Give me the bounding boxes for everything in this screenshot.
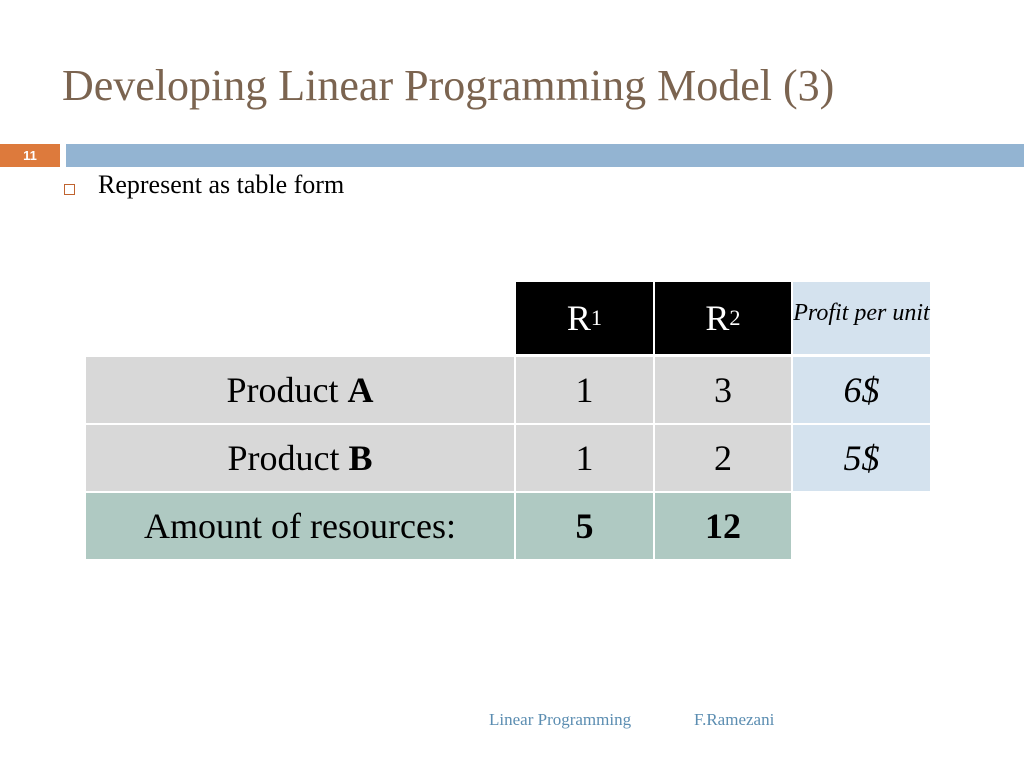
row-a-label-prefix: Product [226,370,348,410]
totals-label: Amount of resources: [86,493,514,559]
row-b-label-letter: B [348,438,373,478]
row-b-r1: 1 [516,425,653,491]
totals-r2: 12 [655,493,791,559]
row-b-profit: 5$ [793,425,930,491]
footer-course: Linear Programming [489,710,632,729]
row-b-label: Product B [86,425,514,491]
row-a-profit: 6$ [793,357,930,423]
bullet-square-icon [64,184,75,195]
header-profit-per-unit: Profit per unit [793,282,930,354]
row-a-r1: 1 [516,357,653,423]
header-r1-letter: R [566,298,591,338]
row-a-label: Product A [86,357,514,423]
row-a-label-letter: A [347,370,374,410]
slide-title: Developing Linear Programming Model (3) [62,61,835,110]
slide-number: 11 [0,144,60,167]
row-b-label-prefix: Product [227,438,349,478]
row-b-r2: 2 [655,425,791,491]
title-accent-bar [66,144,1024,167]
footer-author: F.Ramezani [694,710,775,729]
totals-r1: 5 [516,493,653,559]
row-a-r2: 3 [655,357,791,423]
header-r2-letter: R [705,298,730,338]
bullet-text: Represent as table form [98,170,345,199]
